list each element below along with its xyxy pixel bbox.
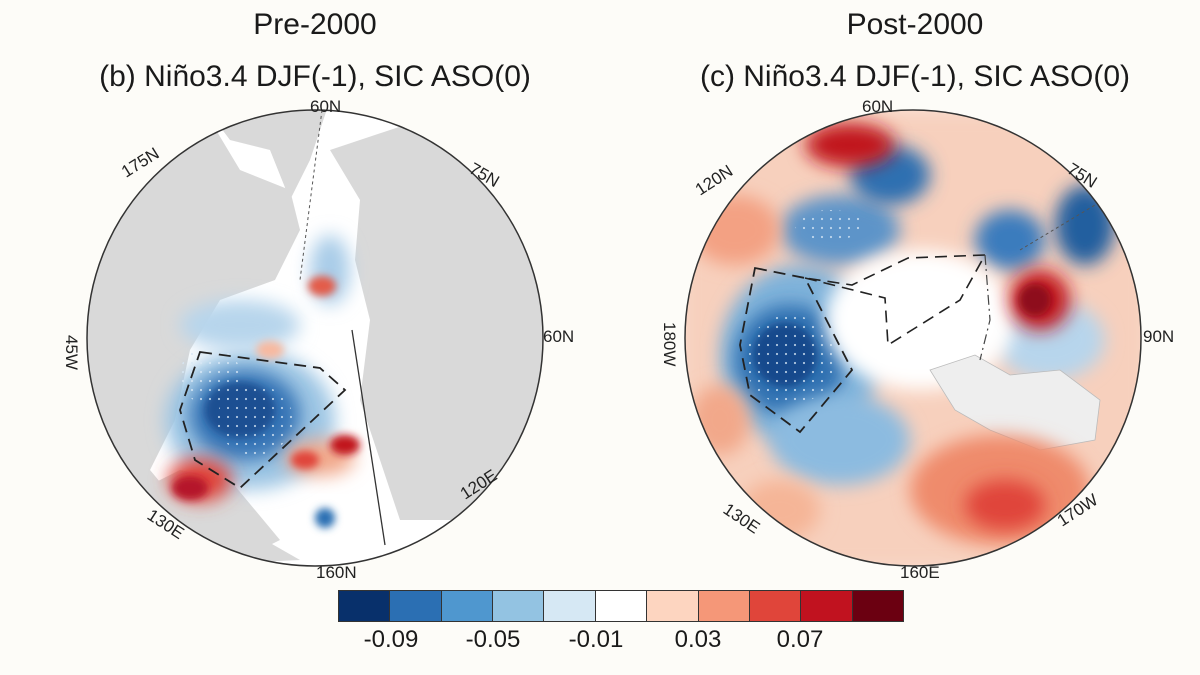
label-post-top: 60N [862,97,893,116]
colorbar-tick-2: -0.05 [465,626,521,653]
colorbar-segment-1 [339,591,391,621]
label-pre-right: 60N [543,327,574,346]
colorbar [338,590,904,622]
label-pre-bottom: 160N [316,563,357,582]
colorbar-segment-3 [441,591,494,621]
label-post-bottom: 160E [900,563,940,582]
colorbar-segment-7 [647,591,699,621]
colorbar-segment-11 [852,591,903,621]
panel-subtitle-b: (b) Niño3.4 DJF(-1), SIC ASO(0) [99,60,531,93]
colorbar-tick-1: -0.09 [363,626,419,653]
label-post-left: 180W [660,322,679,366]
colorbar-segment-5 [544,591,596,621]
panel-title-pre-2000: Pre-2000 [253,8,377,41]
colorbar-segment-10 [801,591,853,621]
region-box-pre [179,351,347,490]
label-pre-left: 45W [62,335,81,370]
label-pre-top: 60N [310,97,341,116]
land-post [929,354,1101,451]
land-southwest [120,470,280,566]
label-post-right: 90N [1143,327,1174,346]
label-post-upper-left: 120N [692,161,736,199]
colorbar-segment-9 [749,591,802,621]
colorbar-segment-6 [595,591,648,621]
region-box-post-left [739,266,854,434]
anomaly-field-pre [165,235,360,528]
colorbar-segment-2 [390,591,442,621]
polar-map-pre-2000: 60N 175N 75N 45W 60N 130E 120E 160N [62,97,574,582]
panel-subtitle-c: (c) Niño3.4 DJF(-1), SIC ASO(0) [699,60,1131,93]
polar-map-post-2000: 60N 120N 75N 180W 90N 130E 170W 160E [660,97,1174,582]
colorbar-segment-4 [493,591,545,621]
land-east [330,120,543,520]
colorbar-tick-4: 0.03 [674,626,722,653]
panel-title-post-2000: Post-2000 [846,8,984,41]
colorbar-segment-8 [698,591,750,621]
land-west [87,120,300,566]
colorbar-tick-5: 0.07 [776,626,824,653]
label-post-lower-left: 130E [720,500,764,538]
colorbar-tick-3: -0.01 [568,626,624,653]
